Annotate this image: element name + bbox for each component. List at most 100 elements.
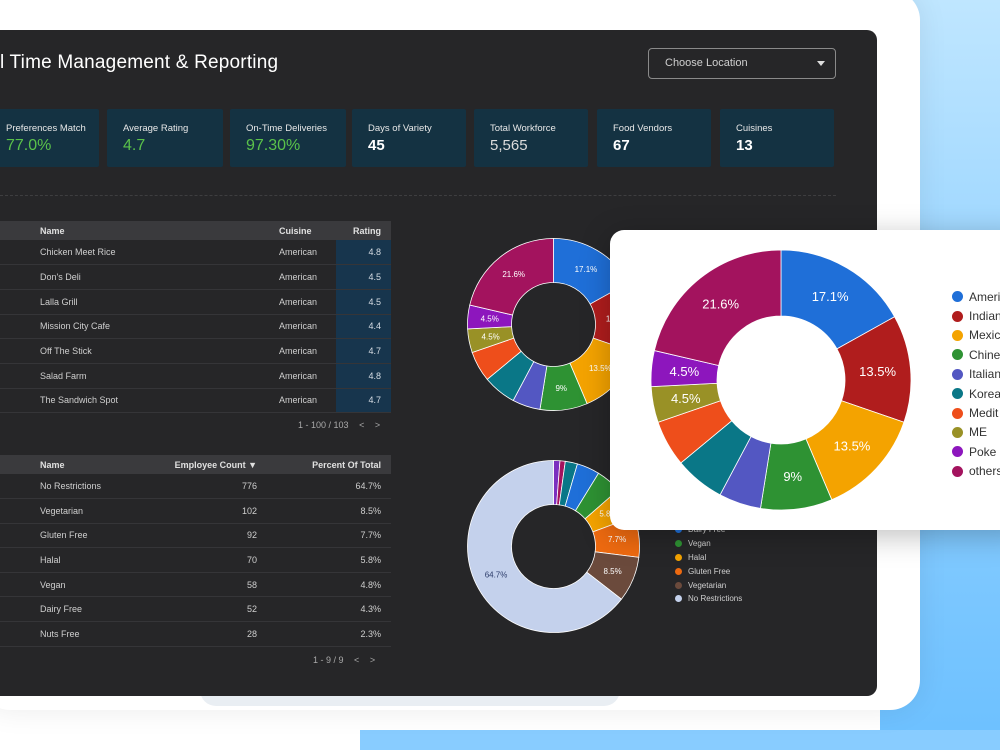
vendor-name: Chicken Meet Rice [40,240,279,266]
background-strip [360,730,1000,750]
legend-item[interactable]: No Restrictions [675,592,742,606]
kpi-days-of-variety[interactable]: Days of Variety 45 [352,109,466,167]
legend-label: Gluten Free [688,566,731,576]
vendor-rating: 4.4 [336,314,391,340]
vendor-rating: 4.5 [336,289,391,315]
legend-label: No Restrictions [688,594,743,604]
vendor-cuisine: American [279,240,336,266]
table-row[interactable]: No Restrictions 776 64.7% [0,474,391,500]
kpi-label: Cuisines [736,123,773,134]
legend-item[interactable]: Halal [675,551,742,565]
vendors-table: Name Cuisine Rating Chicken Meet Rice Ame… [0,221,391,414]
donut-slice[interactable] [653,249,782,366]
legend-item[interactable]: ME [952,423,1000,442]
page-title: l Time Management & Reporting [0,52,279,73]
column-header-rating[interactable]: Rating [336,221,391,240]
vendor-name: Don's Deli [40,264,279,290]
diet-percent: 5.8% [261,547,391,573]
legend-item[interactable]: Chine [952,345,1000,364]
column-header-employee-count[interactable]: Employee Count ▼ [160,455,261,474]
legend-item[interactable]: Vegan [675,537,742,551]
dietary-donut-chart: 5.8% 7.7% 8.5% 64.7% [467,460,640,633]
table-row[interactable]: Halal 70 5.8% [0,547,391,573]
kpi-value: 13 [736,137,753,154]
location-dropdown-label: Choose Location [665,57,748,69]
cuisine-donut-chart: 17.1% 13.5% 13.5% 9% 4.5% 4.5% 21.6% [650,249,912,511]
legend-swatch [952,310,963,322]
row-spacer [0,523,40,549]
kpi-food-vendors[interactable]: Food Vendors 67 [597,109,711,167]
legend-swatch [675,567,682,575]
row-spacer [0,240,40,266]
column-header-percent-of-total[interactable]: Percent Of Total [261,455,391,474]
diet-percent: 4.3% [261,596,391,623]
table-row[interactable]: The Sandwich Spot American 4.7 [0,388,391,414]
kpi-preferences-match[interactable]: Preferences Match 77.0% [0,109,99,167]
slice-label: 4.5% [671,391,701,406]
kpi-cuisines[interactable]: Cuisines 13 [720,109,834,167]
location-dropdown[interactable]: Choose Location [648,48,836,79]
slice-label: 21.6% [702,297,739,312]
row-spacer [0,547,40,573]
legend-item[interactable]: Italian [952,365,1000,384]
kpi-on-time-deliveries[interactable]: On-Time Deliveries 97.30% [230,109,346,167]
kpi-average-rating[interactable]: Average Rating 4.7 [107,109,223,167]
donut-slice[interactable] [469,238,554,316]
legend-item[interactable]: Vegetarian [675,578,742,592]
diet-employee-count: 102 [160,498,261,524]
next-page-icon[interactable]: > [369,655,376,665]
table-row[interactable]: Lalla Grill American 4.5 [0,289,391,315]
table-row[interactable]: Gluten Free 92 7.7% [0,523,391,549]
kpi-total-workforce[interactable]: Total Workforce 5,565 [474,109,588,167]
diet-name: Vegan [40,572,160,598]
legend-item[interactable]: Medit [952,403,1000,422]
legend-item[interactable]: Gluten Free [675,564,742,578]
donut-slice[interactable] [467,460,623,633]
legend-swatch [675,540,682,548]
table-header-spacer [0,455,40,474]
table-row[interactable]: Dairy Free 52 4.3% [0,596,391,623]
table-row[interactable]: Chicken Meet Rice American 4.8 [0,240,391,266]
vendor-cuisine: American [279,388,336,414]
slice-label: 17.1% [575,265,598,274]
table-row[interactable]: Vegan 58 4.8% [0,572,391,598]
prev-page-icon[interactable]: < [359,420,365,430]
slice-label: 8.5% [604,567,622,576]
row-spacer [0,264,40,290]
slice-label: 4.5% [482,332,500,341]
diet-employee-count: 776 [160,474,261,500]
table-row[interactable]: Mission City Cafe American 4.4 [0,314,391,340]
table-row[interactable]: Nuts Free 28 2.3% [0,621,391,647]
legend-item[interactable]: Ameri [952,287,1000,306]
legend-swatch [952,329,963,341]
column-header-name[interactable]: Name [40,455,160,474]
legend-item[interactable]: Mexic [952,326,1000,345]
table-row[interactable]: Vegetarian 102 8.5% [0,498,391,524]
vendor-cuisine: American [279,363,336,389]
diet-name: Halal [40,547,160,573]
vendor-name: Salad Farm [40,363,279,389]
diet-name: Dairy Free [40,596,160,623]
legend-swatch [952,388,963,400]
vendor-name: Mission City Cafe [40,314,279,340]
diet-percent: 7.7% [261,523,391,549]
table-row[interactable]: Salad Farm American 4.8 [0,363,391,389]
column-header-name[interactable]: Name [40,221,279,240]
row-spacer [0,572,40,598]
prev-page-icon[interactable]: < [354,655,360,665]
row-spacer [0,474,40,500]
column-header-cuisine[interactable]: Cuisine [279,221,336,240]
slice-label: 9% [783,469,802,484]
legend-item[interactable]: Indian [952,306,1000,325]
legend-item[interactable]: Korea [952,384,1000,403]
kpi-label: Preferences Match [6,123,86,134]
legend-item[interactable]: Poke [952,442,1000,461]
diet-percent: 8.5% [261,498,391,524]
legend-item[interactable]: others [952,462,1000,481]
kpi-value: 5,565 [490,137,528,154]
diet-name: Vegetarian [40,498,160,524]
next-page-icon[interactable]: > [374,420,381,430]
table-row[interactable]: Don's Deli American 4.5 [0,264,391,290]
slice-label: 4.5% [670,364,700,379]
table-row[interactable]: Off The Stick American 4.7 [0,338,391,364]
